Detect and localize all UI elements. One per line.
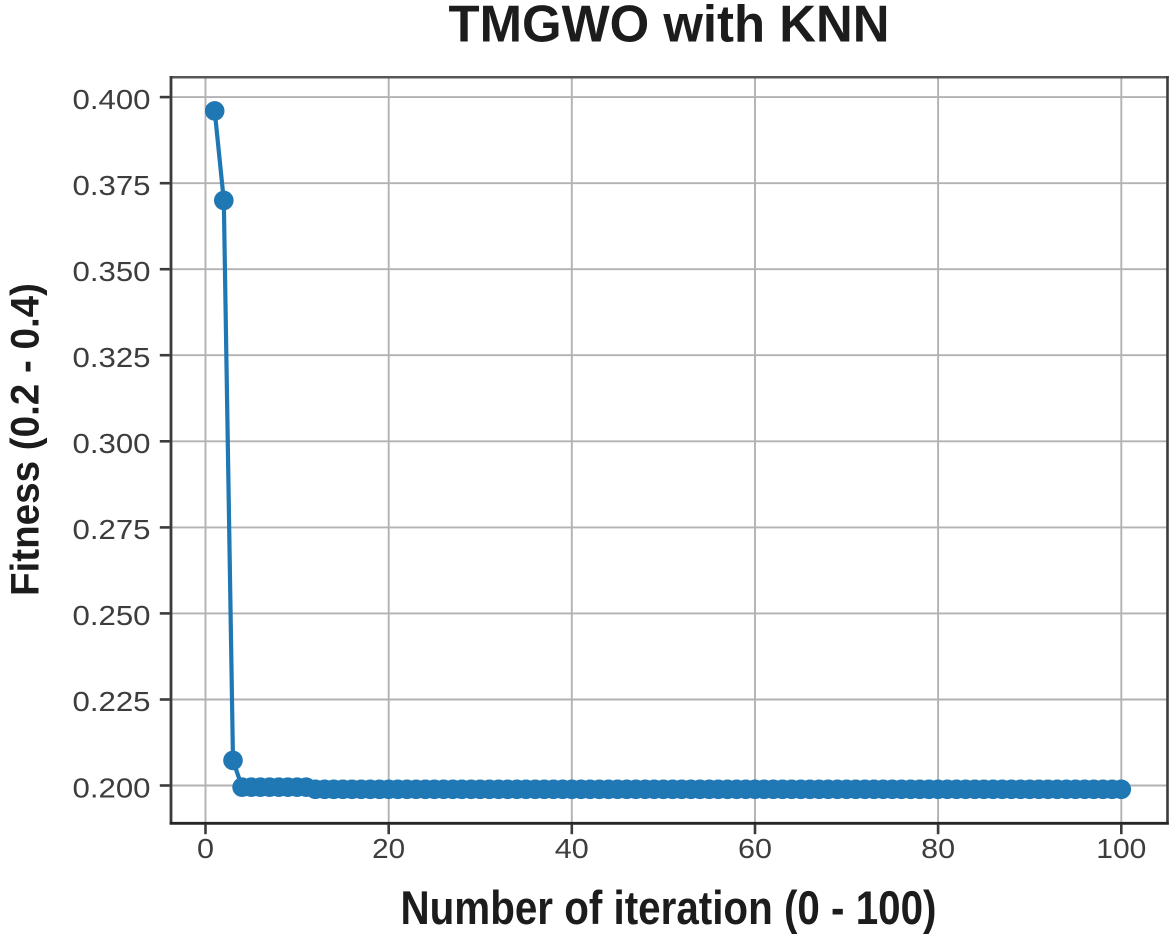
svg-text:40: 40 (555, 833, 589, 864)
svg-text:0.375: 0.375 (73, 170, 151, 201)
svg-text:0.400: 0.400 (73, 84, 151, 115)
svg-text:0.350: 0.350 (73, 256, 151, 287)
svg-text:0.200: 0.200 (73, 772, 151, 803)
svg-text:20: 20 (372, 833, 405, 864)
svg-text:0.225: 0.225 (73, 686, 151, 717)
svg-text:TMGWO with KNN: TMGWO with KNN (449, 0, 890, 53)
svg-text:60: 60 (738, 833, 772, 864)
svg-text:80: 80 (921, 833, 955, 864)
svg-text:0.250: 0.250 (73, 600, 151, 631)
svg-text:100: 100 (1096, 833, 1146, 864)
svg-text:0.275: 0.275 (73, 514, 151, 545)
svg-text:Fitness (0.2 - 0.4): Fitness (0.2 - 0.4) (3, 283, 47, 596)
svg-text:0.325: 0.325 (73, 342, 151, 373)
svg-text:Number of iteration (0 - 100): Number of iteration (0 - 100) (401, 881, 937, 934)
svg-text:0: 0 (197, 833, 214, 864)
svg-text:0.300: 0.300 (73, 428, 151, 459)
